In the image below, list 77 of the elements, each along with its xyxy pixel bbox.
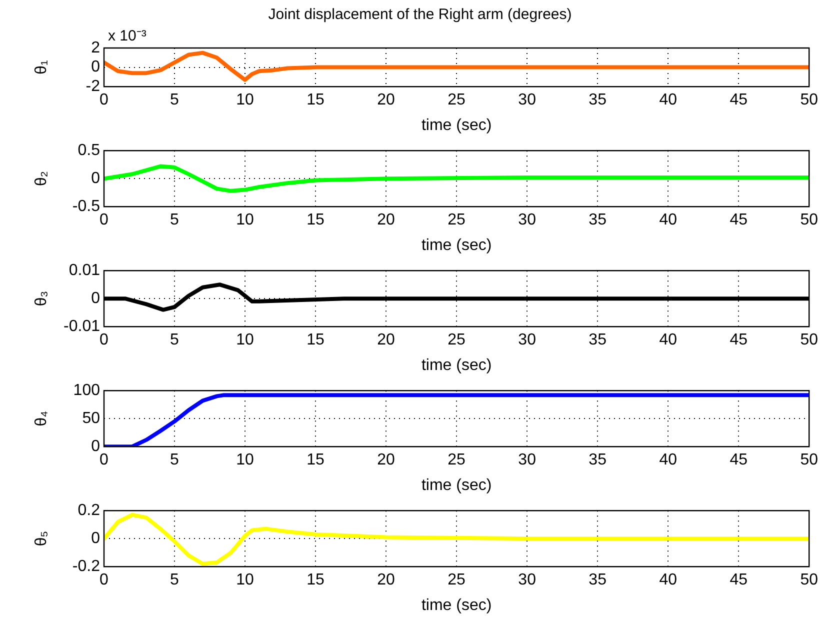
- x-tick-label: 25: [448, 92, 466, 109]
- x-tick-label: 25: [448, 452, 466, 469]
- x-axis-title: time (sec): [421, 236, 492, 254]
- x-tick-label: 20: [377, 92, 396, 109]
- x-tick-label: 40: [659, 332, 678, 349]
- x-tick-label: 30: [518, 92, 536, 109]
- y-tick-label: 0: [91, 58, 100, 76]
- x-tick-label: 20: [377, 332, 396, 349]
- y-tick-label: 50: [82, 410, 100, 428]
- y-tick-label: 0: [91, 530, 100, 548]
- chart-title: Joint displacement of the Right arm (degrees): [268, 6, 572, 24]
- y-axis-title: θ₁: [33, 60, 50, 74]
- x-tick-label: 35: [588, 572, 607, 589]
- x-tick-label: 10: [236, 212, 254, 229]
- y-tick-label: 0: [91, 290, 100, 308]
- x-tick-label: 15: [306, 572, 325, 589]
- x-tick-label: 40: [659, 572, 678, 589]
- x-tick-label: 25: [448, 332, 466, 349]
- x-tick-label: 35: [588, 452, 607, 469]
- y-tick-label: -0.01: [64, 318, 100, 336]
- text: x 10⁻³: [108, 28, 146, 45]
- x-tick-label: 20: [377, 452, 396, 469]
- y-axis-title: θ₃: [33, 290, 50, 306]
- x-axis-title: time (sec): [421, 116, 492, 134]
- x-tick-label: 50: [800, 332, 818, 349]
- x-tick-label: 40: [659, 212, 678, 229]
- x-tick-label: 45: [730, 332, 748, 349]
- x-tick-label: 30: [518, 452, 536, 469]
- x-tick-label: 5: [170, 92, 180, 109]
- x-tick-label: 40: [659, 452, 678, 469]
- x-tick-label: 10: [236, 92, 254, 109]
- x-tick-label: 10: [236, 452, 254, 469]
- x-axis-title: time (sec): [421, 476, 492, 494]
- x-tick-label: 45: [730, 92, 748, 109]
- x-axis-title: time (sec): [421, 596, 492, 614]
- x-tick-label: 15: [306, 332, 325, 349]
- y-tick-label: -2: [86, 78, 100, 96]
- y-tick-label: 0.5: [78, 142, 100, 160]
- y-tick-label: 2: [91, 39, 100, 56]
- x-tick-label: 35: [588, 92, 607, 109]
- y-tick-label: 0.01: [68, 262, 100, 280]
- x-tick-label: 5: [170, 572, 180, 589]
- y-tick-label: 100: [73, 382, 100, 400]
- x-tick-label: 50: [800, 572, 818, 589]
- x-tick-label: 30: [518, 572, 536, 589]
- x-tick-label: 30: [518, 332, 536, 349]
- x-tick-label: 10: [236, 332, 254, 349]
- x-tick-label: 45: [730, 452, 748, 469]
- y-axis-title: θ₄: [33, 410, 50, 426]
- x-tick-label: 50: [800, 92, 818, 109]
- x-tick-label: 10: [236, 572, 254, 589]
- x-tick-label: 45: [730, 212, 748, 229]
- x-tick-label: 50: [800, 452, 818, 469]
- x-tick-label: 15: [306, 92, 325, 109]
- x-tick-label: 20: [377, 212, 396, 229]
- x-tick-label: 20: [377, 572, 396, 589]
- x-tick-label: 40: [659, 92, 678, 109]
- y-tick-label: 0: [91, 170, 100, 188]
- x-axis-title: time (sec): [421, 356, 492, 374]
- x-tick-label: 15: [306, 452, 325, 469]
- y-tick-label: -0.5: [72, 198, 100, 216]
- x-tick-label: 5: [170, 332, 180, 349]
- x-tick-label: 15: [306, 212, 325, 229]
- y-tick-label: 0: [91, 438, 100, 456]
- x-tick-label: 50: [800, 212, 818, 229]
- y-axis-title: θ₅: [33, 530, 50, 546]
- x-tick-label: 45: [730, 572, 748, 589]
- x-tick-label: 25: [448, 212, 466, 229]
- y-tick-label: 0.2: [78, 502, 100, 520]
- x-tick-label: 5: [170, 212, 180, 229]
- y-axis-title: θ₂: [33, 171, 50, 186]
- x-tick-label: 25: [448, 572, 466, 589]
- x-tick-label: 30: [518, 212, 536, 229]
- x-tick-label: 5: [170, 452, 180, 469]
- x-tick-label: 35: [588, 332, 607, 349]
- x-tick-label: 35: [588, 212, 607, 229]
- y-tick-label: -0.2: [72, 558, 100, 576]
